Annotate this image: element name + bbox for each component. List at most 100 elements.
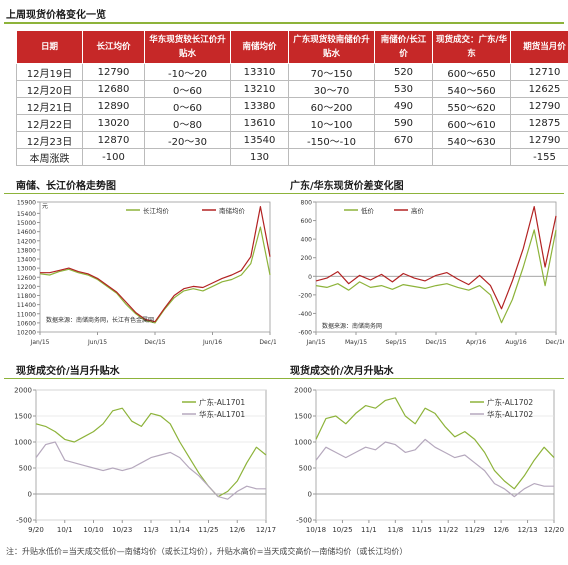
chart-price-trend-svg: 10200 10600 11000 11400 11800 12200 12600 13000… <box>17 200 276 347</box>
table-cell: 540～630 <box>432 131 511 149</box>
table-cell: 70～150 <box>288 63 375 81</box>
plot-frame <box>315 201 557 333</box>
x-tick-label: Jun/16 <box>202 339 222 346</box>
x-tick-label: 10/25 <box>332 526 352 534</box>
y-tick-label: 15000 <box>17 220 36 227</box>
x-tick-label: 10/18 <box>306 526 326 534</box>
y-tick-label: 1500 <box>14 413 32 421</box>
table-cell: 12790 <box>510 97 568 115</box>
table-cell <box>432 148 511 166</box>
y-tick-label: 11400 <box>17 302 36 309</box>
table-cell: 600～650 <box>432 63 511 81</box>
x-tick-label: 12/17 <box>256 526 276 534</box>
y-unit-label: 元 <box>42 203 48 210</box>
legend-label: 长江均价 <box>143 206 170 215</box>
y-tick-label: 13400 <box>17 257 36 264</box>
table-cell: 550～620 <box>432 97 511 115</box>
table-header-cell: 南储价/长江价 <box>374 30 433 64</box>
y-tick-label: 15900 <box>17 200 36 207</box>
table-cell: 12790 <box>510 131 568 149</box>
y-tick-label: 600 <box>301 218 313 225</box>
table-header-cell: 华东现货较长江价升贴水 <box>144 30 231 64</box>
table-cell <box>374 148 433 166</box>
y-tick-label: 1000 <box>14 439 32 447</box>
table-cell: 12680 <box>82 80 145 98</box>
y-tick-label: 14600 <box>17 229 36 236</box>
table-cell: 10～100 <box>288 114 375 132</box>
x-tick-label: 12/6 <box>229 526 245 534</box>
x-tick-label: Dec/16 <box>545 339 564 346</box>
y-tick-label: -600 <box>298 330 312 337</box>
chart-source-note: 数据来源：南储商务网，长江有色金属网 <box>46 316 154 324</box>
y-tick-label: -500 <box>296 517 312 525</box>
price-table: 日期 长江均价 华东现货较长江价升贴水 南储均价 广东现货较南储价升贴水 南储价… <box>16 30 568 166</box>
chart-price-trend: 10200 10600 11000 11400 11800 12200 12600 13000… <box>6 196 276 350</box>
table-header-cell: 日期 <box>16 30 83 64</box>
table-header-cell: 期货当月价 <box>510 30 568 64</box>
table-row: 12月20日 12680 0～60 13210 30～70 530 540～560 12625 <box>16 80 568 98</box>
x-tick-label: 11/25 <box>198 526 218 534</box>
y-tick-label: 2000 <box>294 387 312 395</box>
y-tick-label: 500 <box>299 465 312 473</box>
legend-label: 广东-AL1701 <box>199 397 245 407</box>
table-header-row: 日期 长江均价 华东现货较长江价升贴水 南储均价 广东现货较南储价升贴水 南储价… <box>16 30 568 64</box>
chart4-title: 现货成交价/次月升贴水 <box>290 366 394 377</box>
table-cell: 670 <box>374 131 433 149</box>
row-label-cell: 12月20日 <box>16 80 83 98</box>
y-tick-label: 200 <box>301 255 313 262</box>
y-tick-label: 0 <box>308 491 312 499</box>
footnote: 注：升贴水低价=当天成交低价—南储均价（或长江均价），升贴水高价=当天成交高价—… <box>6 547 408 556</box>
table-cell: 12870 <box>82 131 145 149</box>
y-tick-label: 12200 <box>17 284 36 291</box>
x-tick-label: 10/1 <box>57 526 73 534</box>
y-tick-label: 2000 <box>14 387 32 395</box>
table-header-cell: 南储均价 <box>230 30 289 64</box>
table-cell: 13540 <box>230 131 289 149</box>
x-tick-label: Dec/15 <box>425 339 446 346</box>
table-cell: 12790 <box>82 63 145 81</box>
table-cell: 540～560 <box>432 80 511 98</box>
x-tick-label: May/15 <box>345 339 367 346</box>
table-title-bar <box>4 22 564 24</box>
chart2-title: 广东/华东现货价差变化图 <box>290 181 404 192</box>
legend-label: 华东-AL1701 <box>199 409 245 419</box>
x-tick-label: 12/20 <box>544 526 564 534</box>
row-label-cell: 12月19日 <box>16 63 83 81</box>
table-cell: 13310 <box>230 63 289 81</box>
legend-label: 华东-AL1702 <box>487 409 533 419</box>
table-title: 上周现货价格变化一览 <box>6 10 106 21</box>
table-cell: -155 <box>510 148 568 166</box>
table-cell: -20～30 <box>144 131 231 149</box>
x-tick-label: Dec/15 <box>144 339 165 346</box>
y-tick-label: 13800 <box>17 247 36 254</box>
y-tick-label: 11800 <box>17 293 36 300</box>
y-tick-label: 11000 <box>17 311 36 318</box>
chart-source-note: 数据来源：南储商务网 <box>322 322 382 330</box>
table-cell: 12890 <box>82 97 145 115</box>
table-cell: 13380 <box>230 97 289 115</box>
table-cell: 520 <box>374 63 433 81</box>
x-tick-label: Dec/16 <box>259 339 276 346</box>
y-tick-label: -500 <box>16 517 32 525</box>
x-tick-label: Jan/15 <box>306 339 326 346</box>
table-cell: 0～60 <box>144 97 231 115</box>
table-header-cell: 广东现货较南储价升贴水 <box>288 30 375 64</box>
series-line-1 <box>315 229 557 324</box>
table-cell: 13610 <box>230 114 289 132</box>
y-tick-label: 10600 <box>17 320 36 327</box>
series-line-2 <box>40 206 271 323</box>
table-cell: 130 <box>230 148 289 166</box>
table-cell: 0～60 <box>144 80 231 98</box>
x-tick-label: 11/29 <box>465 526 485 534</box>
x-tick-label: 12/13 <box>517 526 537 534</box>
x-tick-label: Jun/15 <box>87 339 107 346</box>
legend-label: 高价 <box>411 206 425 215</box>
table-row: 12月22日 13020 0～80 13610 10～100 590 600～610 1287… <box>16 114 568 132</box>
chart3-title: 现货成交价/当月升贴水 <box>16 366 120 377</box>
chart-current-month-svg: -500 0 500 1000 1500 2000 9/20 10/1 10/10 10/23 11… <box>14 387 276 535</box>
y-tick-label: 400 <box>301 237 313 244</box>
row-label-cell: 12月21日 <box>16 97 83 115</box>
row-label-cell: 12月23日 <box>16 131 83 149</box>
series-line-2 <box>315 438 554 498</box>
chart-next-month: -500 0 500 1000 1500 2000 10/18 10/25 11/1 11/8 11… <box>286 382 564 542</box>
